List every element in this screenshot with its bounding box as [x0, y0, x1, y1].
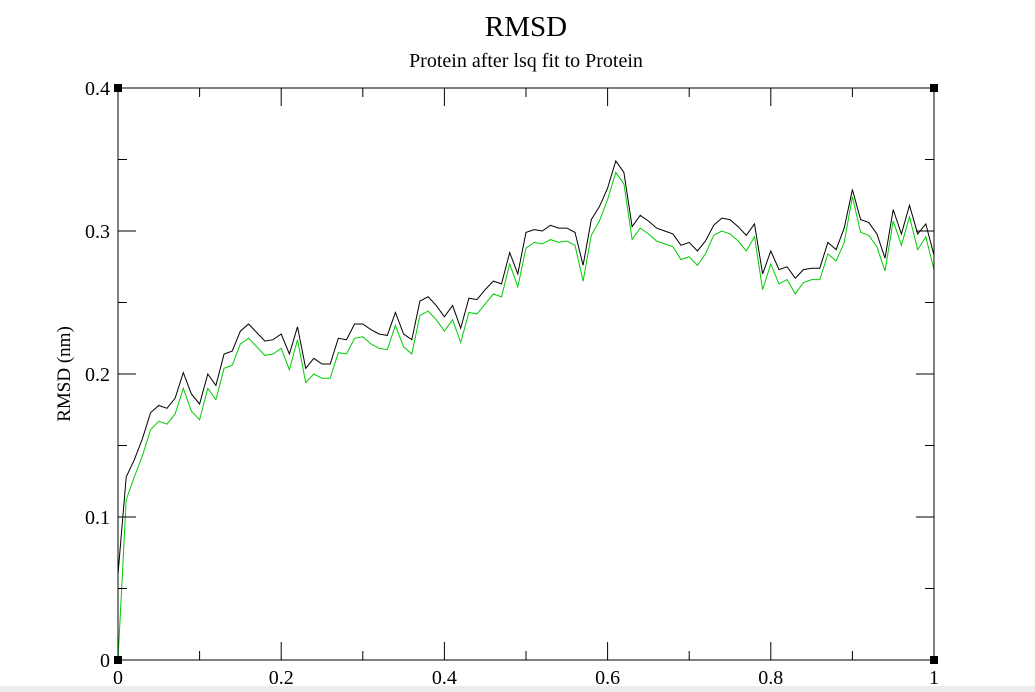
corner-marker — [114, 84, 122, 92]
window-bottom-strip — [0, 686, 1035, 692]
axis-tick-labels: 0 0.2 0.4 0.6 0.8 1 0 0.1 0.2 0.3 0.4 — [85, 78, 939, 689]
y-tick-label: 0.4 — [85, 78, 110, 100]
plot-frame — [117, 87, 935, 661]
y-tick-label: 0.3 — [85, 221, 110, 243]
x-tick-label: 0 — [113, 667, 123, 689]
chart-title: RMSD — [485, 11, 567, 43]
corner-marker — [114, 656, 122, 664]
y-axis-label: RMSD (nm) — [54, 326, 75, 422]
x-tick-label: 0.6 — [595, 667, 620, 689]
chart-subtitle: Protein after lsq fit to Protein — [409, 50, 643, 72]
y-tick-label: 0.1 — [85, 507, 110, 529]
series-line-1 — [117, 159, 935, 575]
frame-corner-markers — [114, 84, 938, 664]
plot-series — [117, 159, 935, 661]
corner-marker — [930, 84, 938, 92]
axis-ticks — [117, 87, 935, 661]
x-tick-label: 0.4 — [432, 667, 457, 689]
x-tick-label: 0.2 — [269, 667, 294, 689]
corner-marker — [930, 656, 938, 664]
x-tick-label: 1 — [929, 667, 939, 689]
y-tick-label: 0.2 — [85, 364, 110, 386]
x-tick-label: 0.8 — [758, 667, 783, 689]
y-tick-label: 0 — [100, 650, 110, 672]
series-line-2 — [117, 171, 935, 661]
